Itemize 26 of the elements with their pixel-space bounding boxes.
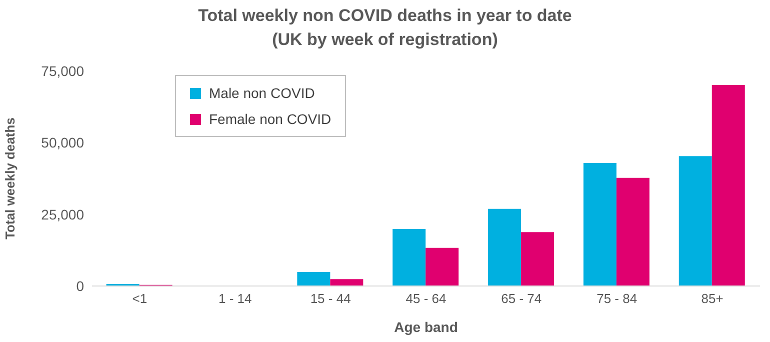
x-tick-label: <1 xyxy=(132,291,148,306)
bar xyxy=(616,178,650,286)
x-tick-label: 45 - 64 xyxy=(406,291,446,306)
x-tick-label: 15 - 44 xyxy=(310,291,351,306)
chart-title: Total weekly non COVID deaths in year to date (UK by week of registration) xyxy=(197,5,573,51)
bar xyxy=(678,156,712,286)
x-tick-label: 65 - 74 xyxy=(501,291,542,306)
y-tick-label: 75,000 xyxy=(41,62,84,79)
bar xyxy=(583,163,616,286)
y-tick-label: 0 xyxy=(76,278,84,294)
x-tick-label: 1 - 14 xyxy=(218,291,252,306)
x-axis-title: Age band xyxy=(394,319,458,335)
bar xyxy=(297,272,330,286)
bar xyxy=(521,232,554,286)
y-tick-label: 50,000 xyxy=(41,134,84,151)
x-tick-label: 75 - 84 xyxy=(596,291,638,306)
bar xyxy=(426,248,459,286)
bar xyxy=(488,208,522,286)
y-axis-title: Total weekly deaths xyxy=(2,118,18,240)
legend-label: Male non COVID xyxy=(209,84,315,103)
bar xyxy=(392,228,426,286)
legend-label: Female non COVID xyxy=(209,110,332,129)
bar xyxy=(712,85,745,286)
bar xyxy=(330,279,364,286)
x-tick-label: 85+ xyxy=(701,291,724,306)
y-tick-label: 25,000 xyxy=(41,206,84,222)
